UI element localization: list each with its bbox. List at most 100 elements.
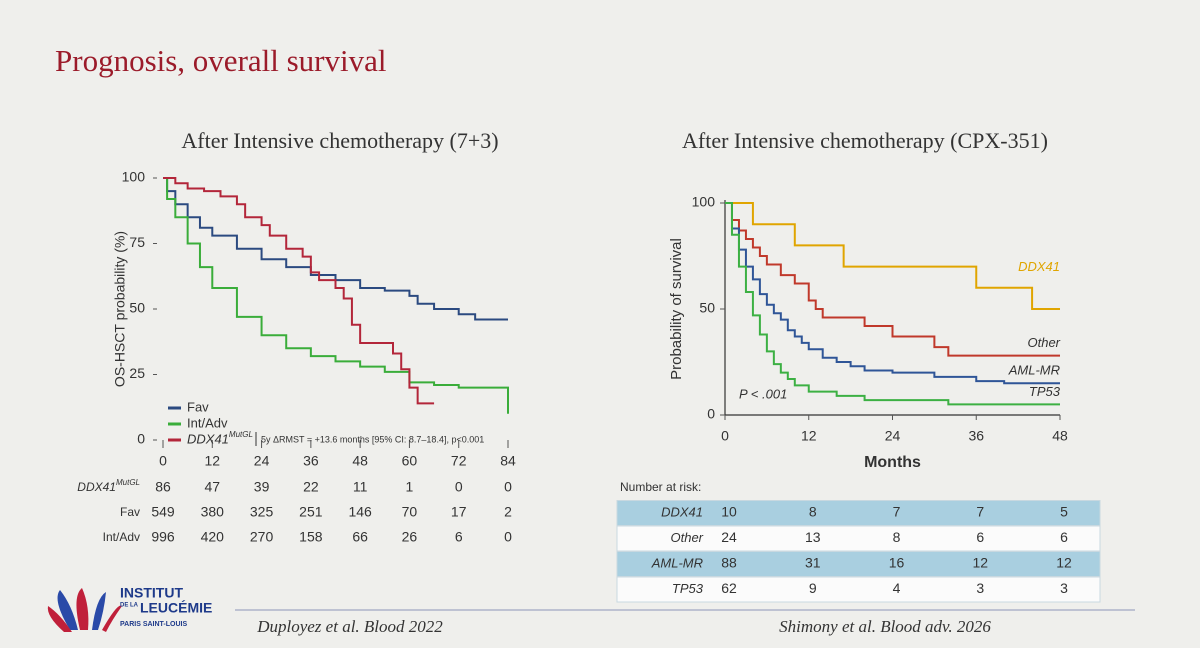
risk-value: 62	[721, 580, 737, 596]
citation: Shimony et al. Blood adv. 2026	[779, 617, 991, 636]
survival-curve	[725, 202, 1060, 385]
risk-value: 549	[151, 504, 175, 520]
x-tick-label: 36	[303, 453, 319, 469]
risk-row-label: AML-MR	[651, 555, 703, 570]
risk-row	[616, 500, 1101, 526]
risk-value: 26	[402, 529, 418, 545]
risk-value: 3	[976, 580, 984, 596]
logo-text: INSTITUT	[120, 585, 183, 601]
y-tick-label: 100	[122, 169, 146, 185]
x-tick-label: 12	[204, 453, 220, 469]
risk-value: 13	[805, 529, 821, 545]
risk-value: 8	[809, 504, 817, 520]
survival-curve	[163, 177, 435, 405]
risk-value: 12	[1056, 555, 1072, 571]
risk-value: 66	[352, 529, 368, 545]
x-tick-label: 72	[451, 453, 467, 469]
logo: INSTITUT DE LA LEUCÉMIE PARIS SAINT-LOUI…	[47, 585, 212, 632]
risk-value: 1	[406, 479, 414, 495]
risk-value: 380	[201, 504, 225, 520]
risk-value: 16	[889, 555, 905, 571]
y-tick-label: 0	[707, 406, 715, 422]
y-tick-label: 50	[699, 300, 715, 316]
risk-table-title: Number at risk:	[620, 480, 701, 494]
risk-value: 86	[155, 479, 171, 495]
risk-value: 22	[303, 479, 319, 495]
series-label: Other	[1027, 335, 1060, 350]
risk-value: 8	[893, 529, 901, 545]
series-label: AML-MR	[1008, 363, 1060, 378]
risk-value: 6	[976, 529, 984, 545]
x-tick-label: 36	[968, 428, 984, 444]
risk-row-label: Other	[670, 530, 703, 545]
x-tick-label: 48	[352, 453, 368, 469]
risk-value: 9	[809, 580, 817, 596]
risk-value: 146	[348, 504, 372, 520]
risk-value: 0	[455, 479, 463, 495]
x-axis-label: Months	[864, 454, 921, 471]
risk-value: 7	[893, 504, 901, 520]
logo-text: PARIS SAINT-LOUIS	[120, 621, 187, 628]
x-tick-label: 24	[885, 428, 901, 444]
risk-value: 6	[1060, 529, 1068, 545]
risk-value: 6	[455, 529, 463, 545]
risk-value: 0	[504, 529, 512, 545]
risk-value: 251	[299, 504, 323, 520]
x-tick-label: 0	[721, 428, 729, 444]
risk-value: 88	[721, 555, 737, 571]
y-axis-label: OS-HSCT probability (%)	[112, 231, 128, 387]
x-tick-label: 48	[1052, 428, 1068, 444]
superscript: MutGL	[116, 478, 140, 487]
survival-curve	[725, 202, 1060, 406]
risk-value: 47	[204, 479, 220, 495]
survival-curve	[163, 177, 509, 414]
risk-value: 31	[805, 555, 821, 571]
annotation: P < .001	[739, 386, 787, 401]
risk-value: 17	[451, 504, 467, 520]
y-tick-label: 75	[129, 234, 145, 250]
risk-value: 4	[893, 580, 901, 596]
series-label: DDX41	[1018, 259, 1060, 274]
chart-title: After Intensive chemotherapy (7+3)	[181, 128, 498, 153]
y-tick-label: 0	[137, 431, 145, 447]
x-tick-label: 12	[801, 428, 817, 444]
risk-value: 2	[504, 504, 512, 520]
series-label: TP53	[1029, 384, 1061, 399]
risk-value: 420	[201, 529, 225, 545]
risk-value: 996	[151, 529, 175, 545]
risk-value: 39	[254, 479, 270, 495]
risk-value: 70	[402, 504, 418, 520]
legend-label: Fav	[187, 399, 209, 414]
chart-title: After Intensive chemotherapy (CPX-351)	[682, 128, 1048, 153]
superscript: MutGL	[229, 430, 253, 439]
x-tick-label: 60	[402, 453, 418, 469]
risk-row	[616, 551, 1101, 577]
risk-row-label: TP53	[672, 581, 704, 596]
survival-curve	[725, 202, 1060, 310]
y-axis-label: Probability of survival	[668, 238, 685, 380]
y-tick-label: 25	[129, 365, 145, 381]
risk-value: 270	[250, 529, 274, 545]
risk-row-label: DDX41	[661, 504, 703, 519]
slide-title: Prognosis, overall survival	[55, 43, 387, 78]
annotation: 5y ΔRMST = +13.6 months [95% CI: 8.7–18.…	[261, 434, 484, 444]
risk-value: 24	[721, 529, 737, 545]
x-tick-label: 0	[159, 453, 167, 469]
risk-value: 12	[972, 555, 988, 571]
risk-value: 3	[1060, 580, 1068, 596]
risk-row-label: Int/Adv	[103, 530, 140, 544]
risk-row-label: Fav	[120, 505, 140, 519]
risk-value: 10	[721, 504, 737, 520]
logo-text: DE LA	[120, 603, 139, 609]
survival-curve	[725, 202, 1060, 357]
x-tick-label: 24	[254, 453, 270, 469]
legend-label: Int/Adv	[187, 415, 228, 430]
risk-value: 7	[976, 504, 984, 520]
y-tick-label: 100	[692, 194, 716, 210]
risk-value: 0	[504, 479, 512, 495]
risk-value: 325	[250, 504, 274, 520]
logo-text: LEUCÉMIE	[140, 600, 212, 616]
y-tick-label: 50	[129, 300, 145, 316]
risk-value: 158	[299, 529, 323, 545]
